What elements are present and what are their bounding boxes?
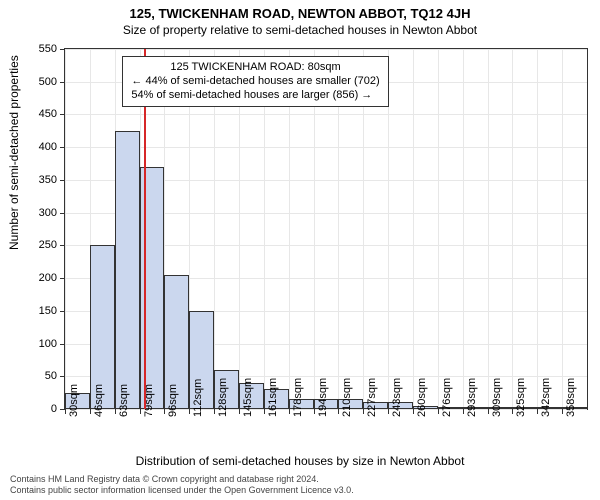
x-tick: [264, 409, 265, 414]
x-tick-label: 210sqm: [341, 378, 353, 417]
annotation-line: ← 44% of semi-detached houses are smalle…: [131, 75, 379, 89]
gridline-h: [65, 114, 587, 115]
y-tick-label: 300: [39, 207, 65, 219]
page-subtitle: Size of property relative to semi-detach…: [0, 21, 600, 37]
y-tick-label: 150: [39, 305, 65, 317]
x-tick-label: 276sqm: [441, 378, 453, 417]
x-tick-label: 243sqm: [391, 378, 403, 417]
page-title: 125, TWICKENHAM ROAD, NEWTON ABBOT, TQ12…: [0, 0, 600, 21]
annotation-line: 125 TWICKENHAM ROAD: 80sqm: [131, 61, 379, 75]
gridline-v: [438, 49, 439, 409]
footer-line-2: Contains public sector information licen…: [10, 485, 590, 496]
footer-line-1: Contains HM Land Registry data © Crown c…: [10, 474, 590, 485]
x-tick-label: 194sqm: [317, 378, 329, 417]
gridline-v: [463, 49, 464, 409]
x-tick-label: 96sqm: [167, 384, 179, 417]
x-tick-label: 46sqm: [93, 384, 105, 417]
x-tick: [115, 409, 116, 414]
x-tick: [65, 409, 66, 414]
y-tick-label: 0: [51, 403, 65, 415]
x-tick: [140, 409, 141, 414]
gridline-v: [488, 49, 489, 409]
gridline-h: [65, 147, 587, 148]
x-tick-label: 358sqm: [565, 378, 577, 417]
gridline-v: [65, 49, 66, 409]
x-tick-label: 227sqm: [366, 378, 378, 417]
y-tick-label: 350: [39, 174, 65, 186]
x-tick-label: 161sqm: [267, 378, 279, 417]
x-tick: [388, 409, 389, 414]
y-tick-label: 50: [45, 370, 65, 382]
gridline-v: [537, 49, 538, 409]
gridline-h: [65, 49, 587, 50]
y-tick-label: 450: [39, 108, 65, 120]
x-tick-label: 30sqm: [68, 384, 80, 417]
plot-area: 05010015020025030035040045050055030sqm46…: [64, 48, 588, 410]
x-tick: [537, 409, 538, 414]
x-tick: [363, 409, 364, 414]
y-tick-label: 400: [39, 141, 65, 153]
annotation-line: 54% of semi-detached houses are larger (…: [131, 89, 379, 103]
y-tick-label: 100: [39, 338, 65, 350]
x-tick: [90, 409, 91, 414]
x-tick-label: 309sqm: [491, 378, 503, 417]
x-tick: [164, 409, 165, 414]
x-tick-label: 112sqm: [192, 379, 204, 417]
x-tick-label: 145sqm: [242, 378, 254, 417]
histogram-bar: [140, 167, 165, 409]
y-tick-label: 200: [39, 272, 65, 284]
footer-attribution: Contains HM Land Registry data © Crown c…: [10, 474, 590, 496]
x-tick-label: 325sqm: [515, 378, 527, 417]
x-tick: [189, 409, 190, 414]
y-tick-label: 550: [39, 43, 65, 55]
x-tick: [488, 409, 489, 414]
y-axis-label: Number of semi-detached properties: [7, 55, 21, 250]
x-tick: [289, 409, 290, 414]
x-tick: [338, 409, 339, 414]
x-tick-label: 342sqm: [540, 378, 552, 417]
x-tick: [512, 409, 513, 414]
x-tick: [413, 409, 414, 414]
x-tick-label: 63sqm: [118, 384, 130, 417]
y-tick-label: 250: [39, 239, 65, 251]
histogram-bar: [115, 131, 140, 409]
x-tick: [314, 409, 315, 414]
annotation-box: 125 TWICKENHAM ROAD: 80sqm← 44% of semi-…: [122, 56, 388, 107]
x-tick: [463, 409, 464, 414]
x-tick-label: 260sqm: [416, 378, 428, 417]
gridline-v: [512, 49, 513, 409]
x-tick-label: 128sqm: [217, 378, 229, 417]
x-tick: [562, 409, 563, 414]
x-tick: [239, 409, 240, 414]
x-tick: [214, 409, 215, 414]
x-tick: [438, 409, 439, 414]
x-tick-label: 178sqm: [292, 378, 304, 417]
x-axis-label: Distribution of semi-detached houses by …: [0, 454, 600, 468]
gridline-v: [413, 49, 414, 409]
y-tick-label: 500: [39, 76, 65, 88]
x-tick-label: 293sqm: [466, 378, 478, 417]
gridline-v: [562, 49, 563, 409]
chart-area: 05010015020025030035040045050055030sqm46…: [64, 48, 588, 410]
